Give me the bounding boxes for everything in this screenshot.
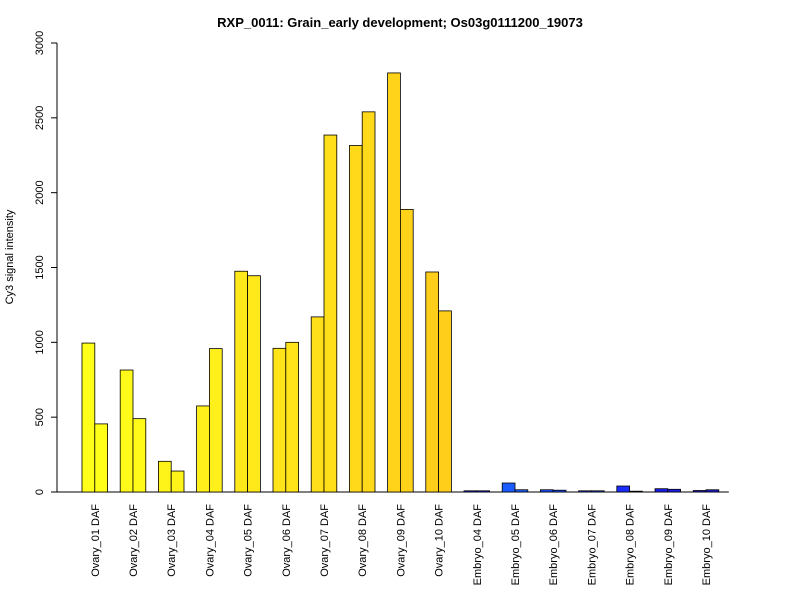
bar: [616, 485, 630, 493]
x-tick-label: Ovary_01 DAF: [90, 504, 102, 577]
bar: [463, 490, 478, 493]
x-tick-label: Embryo_10 DAF: [701, 504, 713, 586]
bar: [170, 470, 185, 493]
y-tick-label: 2000: [34, 180, 46, 204]
x-tick-labels: Ovary_01 DAF Ovary_02 DAF Ovary_03 DAF Ovar…: [90, 504, 713, 586]
bar: [119, 369, 134, 493]
y-tick-label: 1500: [34, 255, 46, 279]
bar: [208, 348, 223, 493]
x-tick-label: Ovary_08 DAF: [357, 504, 369, 577]
bar: [157, 460, 172, 493]
chart-title: RXP_0011: Grain_early development; Os03g…: [217, 15, 583, 30]
x-tick-label: Embryo_09 DAF: [663, 504, 675, 586]
x-tick-label: Ovary_04 DAF: [204, 504, 216, 577]
bars-group: [81, 72, 720, 493]
x-tick-label: Embryo_04 DAF: [472, 504, 484, 586]
bar: [692, 490, 707, 493]
bar: [234, 270, 249, 493]
x-tick-label: Embryo_05 DAF: [510, 504, 522, 586]
bar: [591, 490, 605, 493]
bar: [285, 341, 299, 493]
bar: [514, 489, 529, 493]
bar: [399, 209, 414, 493]
x-tick-label: Ovary_03 DAF: [166, 504, 178, 577]
x-tick-label: Ovary_02 DAF: [128, 504, 140, 577]
bar: [476, 490, 490, 493]
bar: [540, 489, 554, 493]
bar: [247, 275, 261, 493]
bar: [132, 418, 147, 493]
bar: [323, 134, 338, 493]
x-tick-label: Ovary_07 DAF: [319, 504, 331, 577]
x-tick-label: Ovary_09 DAF: [395, 504, 407, 577]
y-tick-label: 1000: [34, 330, 46, 354]
x-tick-label: Ovary_05 DAF: [243, 504, 255, 577]
x-tick-label: Embryo_07 DAF: [586, 504, 598, 586]
bar: [348, 145, 363, 493]
bar: [667, 488, 681, 493]
bar: [705, 489, 720, 493]
y-axis: 0 500 1000 1500 2000 2500 3000: [34, 31, 58, 495]
bar: [272, 347, 287, 493]
bar: [196, 405, 210, 493]
x-tick-label: Ovary_10 DAF: [434, 504, 446, 577]
bar: [94, 423, 109, 493]
bar: [361, 111, 376, 493]
bar: [552, 489, 567, 493]
bar: [425, 271, 439, 493]
bar: [629, 490, 643, 493]
y-tick-label: 500: [34, 408, 46, 426]
y-tick-label: 0: [34, 489, 46, 495]
bar: [310, 316, 325, 493]
y-tick-label: 3000: [34, 31, 46, 55]
bar: [387, 72, 401, 493]
y-tick-label: 2500: [34, 106, 46, 130]
bar: [438, 310, 452, 493]
bar: [501, 482, 516, 493]
bar: [578, 490, 592, 493]
x-tick-label: Embryo_08 DAF: [625, 504, 637, 586]
y-axis-label: Cy3 signal intensity: [4, 209, 16, 304]
x-tick-label: Ovary_06 DAF: [281, 504, 293, 577]
bar: [654, 488, 669, 493]
bar: [81, 342, 96, 493]
x-tick-label: Embryo_06 DAF: [548, 504, 560, 586]
